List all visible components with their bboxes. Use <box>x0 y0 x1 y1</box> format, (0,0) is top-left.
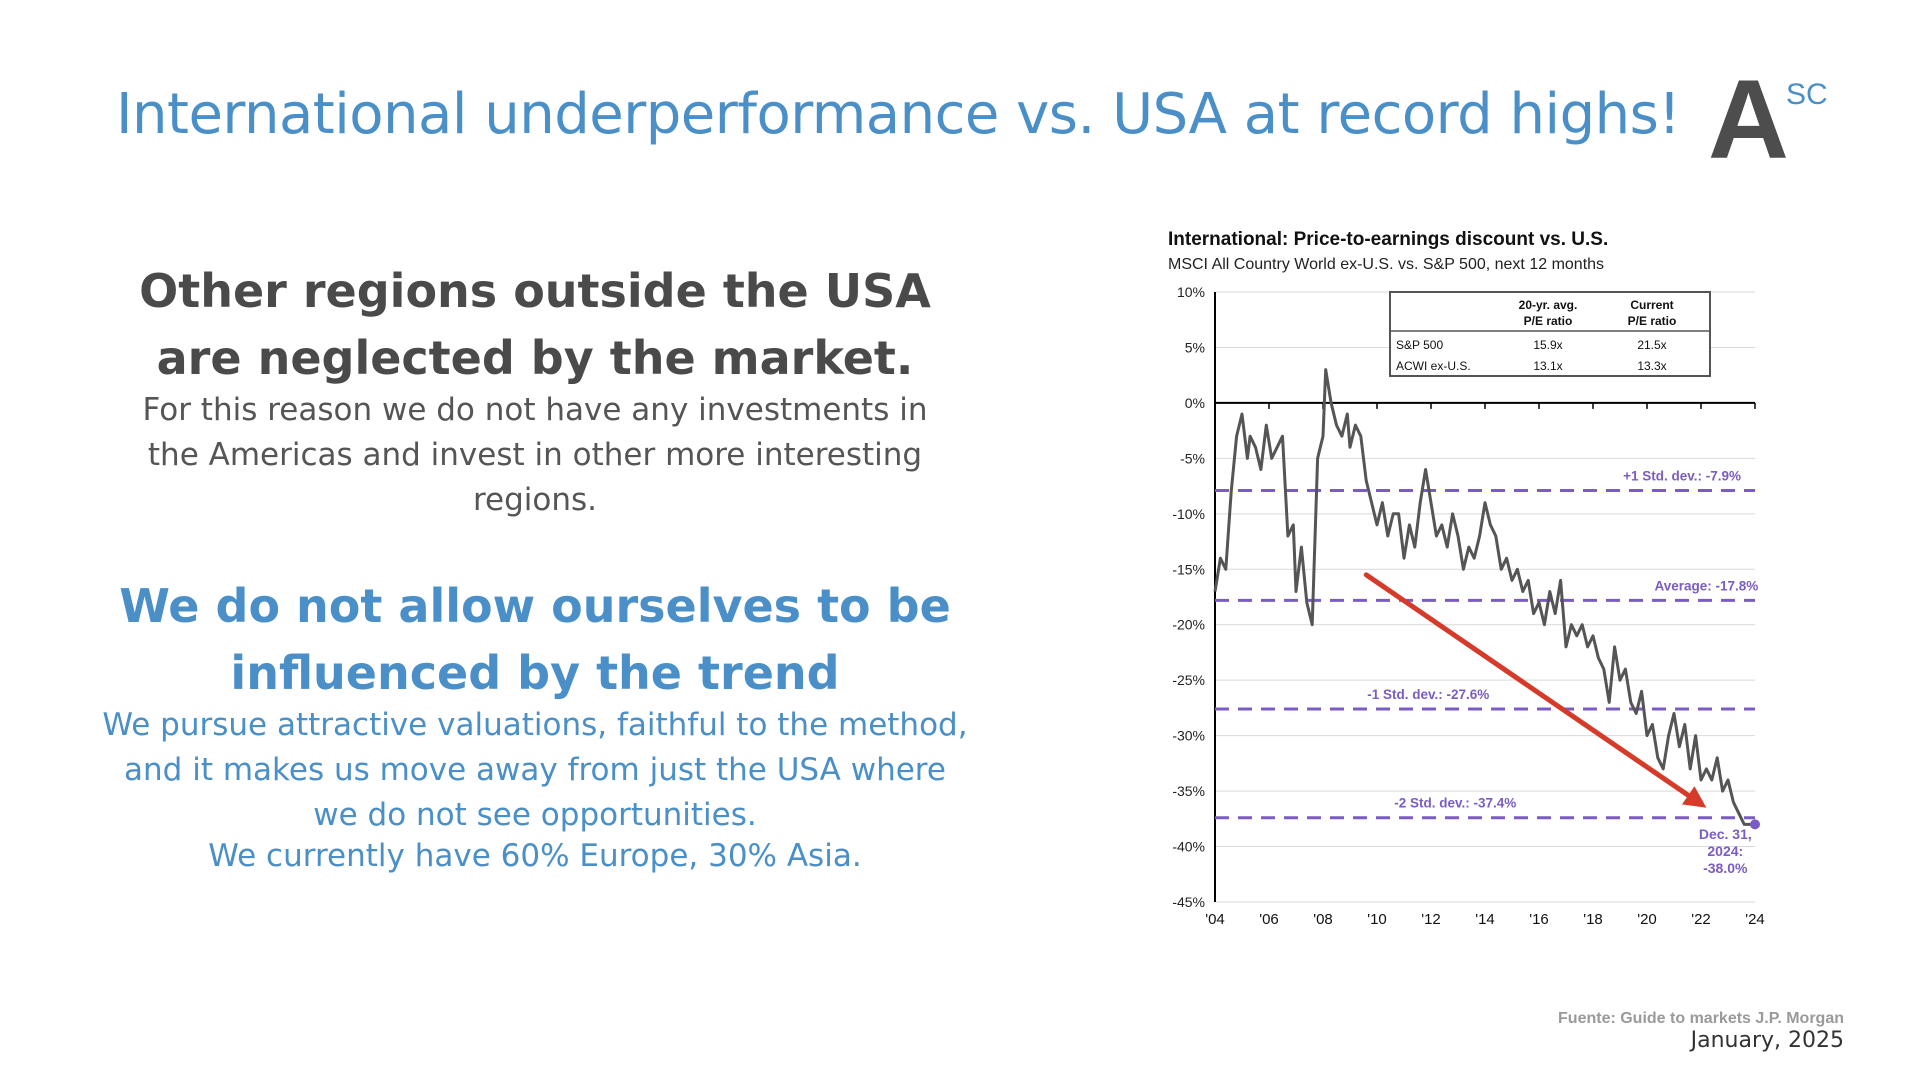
x-tick-label: '20 <box>1637 911 1657 928</box>
pe-table-row-label: S&P 500 <box>1396 338 1443 352</box>
text-column: Other regions outside the USA are neglec… <box>100 258 970 879</box>
reference-line-label: -2 Std. dev.: -37.4% <box>1394 796 1516 811</box>
reference-line-label: Average: -17.8% <box>1654 578 1758 593</box>
x-tick-label: '06 <box>1259 911 1279 928</box>
y-tick-label: -40% <box>1172 839 1205 855</box>
y-tick-label: 0% <box>1185 395 1205 411</box>
y-tick-label: -45% <box>1172 894 1205 910</box>
pe-table-row-label: ACWI ex-U.S. <box>1396 359 1471 373</box>
pe-table-cell: 21.5x <box>1637 338 1666 352</box>
y-tick-label: -30% <box>1172 728 1205 744</box>
x-tick-label: '08 <box>1313 911 1333 928</box>
x-tick-label: '04 <box>1205 911 1225 928</box>
y-tick-label: -35% <box>1172 783 1205 799</box>
x-tick-label: '16 <box>1529 911 1549 928</box>
chart-title: International: Price-to-earnings discoun… <box>1168 229 1608 250</box>
y-tick-label: -15% <box>1172 561 1205 577</box>
pe-discount-series <box>1213 368 1755 826</box>
reference-line-label: -1 Std. dev.: -27.6% <box>1367 687 1489 702</box>
pe-discount-chart: International: Price-to-earnings discoun… <box>1150 220 1790 940</box>
pe-table-header: 20-yr. avg. <box>1519 298 1578 312</box>
heading-neglected-regions: Other regions outside the USA are neglec… <box>139 264 931 385</box>
y-tick-label: 10% <box>1177 284 1205 300</box>
x-tick-label: '12 <box>1421 911 1441 928</box>
paragraph-no-americas: For this reason we do not have any inves… <box>142 392 928 518</box>
y-tick-label: -10% <box>1172 506 1205 522</box>
endpoint-marker <box>1750 819 1760 830</box>
pe-table-header: Current <box>1630 298 1673 312</box>
logo-letter: A <box>1708 57 1789 182</box>
reference-line-label: +1 Std. dev.: -7.9% <box>1623 469 1741 484</box>
logo-superscript: SC <box>1786 78 1828 111</box>
pe-table <box>1389 291 1711 377</box>
paragraph-allocation: We currently have 60% Europe, 30% Asia. <box>208 838 862 874</box>
chart-svg: International: Price-to-earnings discoun… <box>1168 229 1765 928</box>
slide-title: International underperformance vs. USA a… <box>116 82 1681 147</box>
x-tick-label: '18 <box>1583 911 1603 928</box>
endpoint-annotation: 2024: <box>1707 843 1743 859</box>
x-tick-label: '14 <box>1475 911 1495 928</box>
pe-table-header: P/E ratio <box>1628 314 1677 328</box>
x-tick-label: '22 <box>1691 911 1711 928</box>
pe-table-header: P/E ratio <box>1524 314 1573 328</box>
source-note: Fuente: Guide to markets J.P. Morgan <box>1558 1010 1844 1027</box>
x-tick-label: '24 <box>1745 911 1765 928</box>
y-tick-label: 5% <box>1185 339 1205 355</box>
paragraph-valuations: We pursue attractive valuations, faithfu… <box>102 707 968 833</box>
y-tick-label: -5% <box>1180 450 1205 466</box>
pe-table-cell: 15.9x <box>1533 338 1562 352</box>
chart-subtitle: MSCI All Country World ex-U.S. vs. S&P 5… <box>1168 256 1604 273</box>
heading-trend: We do not allow ourselves to be influenc… <box>119 579 951 700</box>
date-label: January, 2025 <box>1690 1028 1844 1053</box>
endpoint-annotation: -38.0% <box>1703 860 1748 876</box>
asc-logo: A SC <box>1708 64 1828 176</box>
y-tick-label: -25% <box>1172 672 1205 688</box>
pe-table-cell: 13.3x <box>1637 359 1666 373</box>
pe-table-cell: 13.1x <box>1533 359 1562 373</box>
endpoint-annotation: Dec. 31, <box>1699 826 1752 842</box>
trend-arrow-shaft <box>1363 572 1691 798</box>
x-tick-label: '10 <box>1367 911 1387 928</box>
trend-arrow-head <box>1682 786 1707 808</box>
y-tick-label: -20% <box>1172 617 1205 633</box>
